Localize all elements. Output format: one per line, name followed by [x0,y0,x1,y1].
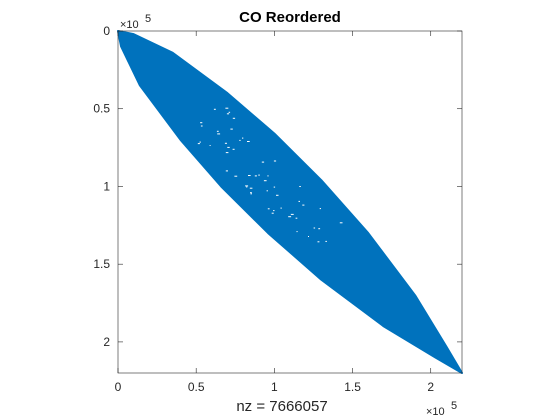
sparse-gap [266,190,268,192]
sparse-gap [232,117,236,119]
sparse-gap [224,142,227,144]
y-tick-label: 0.5 [93,102,110,116]
x-axis-exponent: ×10 5 [426,400,457,418]
sparse-gap [339,222,343,224]
sparse-gap [299,186,301,187]
sparse-gap [226,113,230,115]
sparse-gap [290,213,294,215]
x-tick-label: 2 [427,380,434,394]
sparse-gap [267,175,269,177]
sparse-gap [245,185,249,187]
sparse-gap [249,187,253,189]
sparse-gap [313,227,316,229]
sparse-gap [242,137,244,139]
sparse-gap [225,170,228,172]
sparse-gap [302,204,305,206]
x-axis-power: 5 [451,400,457,412]
y-axis-power: 5 [145,13,151,25]
sparse-gap [217,133,221,135]
x-tick-label: 0 [115,380,122,394]
sparse-gap [247,141,250,142]
sparse-gap [296,231,298,233]
sparse-gap [216,130,219,132]
sparse-gap [280,207,282,209]
y-tick-label: 0 [103,24,110,38]
sparse-gap [298,200,300,202]
y-axis: 0 0.5 1 1.5 2 [93,24,462,349]
sparse-gap [271,212,274,214]
sparse-gap [246,186,248,188]
x-axis-label: nz = 7666057 [236,398,327,415]
sparse-gap [317,241,320,243]
x-tick-label: 1.5 [344,380,361,394]
sparse-gap [261,161,265,163]
sparse-gap [319,208,321,210]
sparse-gap [225,107,229,109]
y-axis-exponent: ×10 5 [120,13,151,31]
sparse-gap [250,193,252,195]
sparse-gap [254,175,257,177]
sparse-gap [232,148,235,150]
sparse-gap [200,122,203,124]
sparse-gap [248,175,251,176]
sparse-gap [273,210,275,212]
sparse-gap [239,139,241,141]
x-tick-label: 1 [271,380,278,394]
sparse-gap [258,174,260,176]
sparse-gap [276,194,279,196]
chart-title: CO Reordered [239,9,341,26]
x-axis-multiplier: ×10 [426,406,445,418]
x-tick-label: 0.5 [188,380,205,394]
sparse-gap [263,180,267,182]
y-tick-label: 2 [103,335,110,349]
sparse-gap [250,192,252,194]
y-tick-label: 1 [103,179,110,193]
sparse-gap [318,228,321,230]
x-axis: 0 0.5 1 1.5 2 [115,31,434,394]
sparse-gap [230,128,233,130]
sparse-gap [199,141,201,143]
sparse-gap [234,175,238,177]
sparse-gap [325,240,327,242]
sparse-gap [267,208,270,210]
sparse-gap [308,236,309,237]
sparse-gap [213,108,216,110]
sparse-gap [209,145,211,146]
sparse-gap [295,217,298,219]
sparse-gap [225,152,229,154]
sparse-gap [228,111,231,113]
sparse-gap [288,216,292,218]
sparse-gap [227,146,230,148]
sparse-gap [273,160,277,162]
axes-box [117,30,463,374]
sparse-gap [197,143,200,145]
y-axis-multiplier: ×10 [120,19,139,31]
y-tick-label: 1.5 [93,257,110,271]
sparse-gap [273,186,276,188]
sparse-gap [200,125,203,127]
